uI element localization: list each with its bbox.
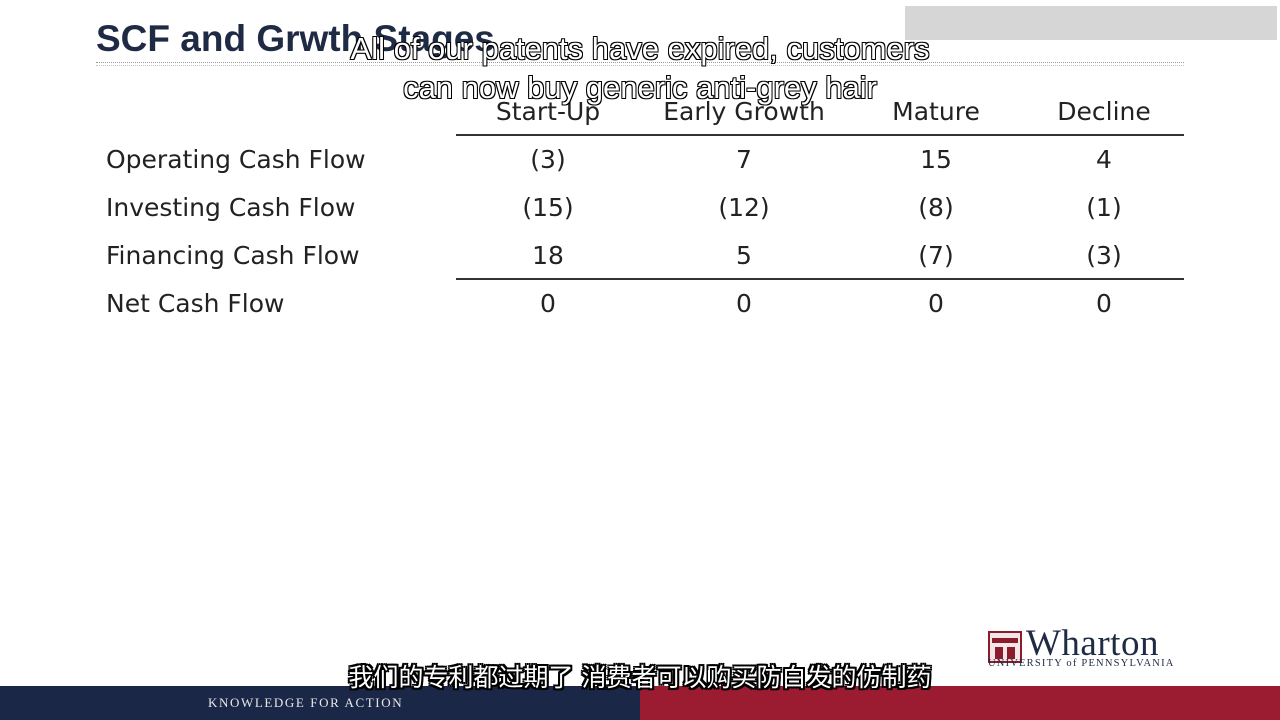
- row-label-financing: Financing Cash Flow: [106, 241, 360, 270]
- logo-subtitle: UNIVERSITY of PENNSYLVANIA: [988, 658, 1175, 669]
- table-cell: (15): [522, 193, 574, 222]
- table-cell: 0: [736, 289, 752, 318]
- slide-title-occluded: wth Stages: [299, 18, 495, 59]
- row-label-net: Net Cash Flow: [106, 289, 285, 318]
- table-cell: 0: [1096, 289, 1112, 318]
- header-rule: [456, 134, 1184, 136]
- footer-red-band: [640, 686, 1280, 720]
- total-rule: [456, 278, 1184, 280]
- logo-wordmark: Wharton: [1026, 623, 1159, 664]
- table-cell: (1): [1086, 193, 1122, 222]
- penn-shield-icon: [988, 631, 1022, 663]
- row-label-investing: Investing Cash Flow: [106, 193, 356, 222]
- table-cell: (7): [918, 241, 954, 270]
- table-cell: 0: [928, 289, 944, 318]
- wharton-logo: Wharton UNIVERSITY of PENNSYLVANIA: [988, 623, 1193, 672]
- table-cell: 4: [1096, 145, 1112, 174]
- table-cell: 15: [920, 145, 952, 174]
- row-label-operating: Operating Cash Flow: [106, 145, 366, 174]
- table-cell: 7: [736, 145, 752, 174]
- footer-tagline: KNOWLEDGE FOR ACTION: [208, 695, 404, 710]
- subtitle-english-line2: can now buy generic anti-grey hair: [402, 69, 877, 106]
- table-cell: 18: [532, 241, 564, 270]
- slide-title: SCF and Grwth Stages: [96, 18, 495, 60]
- column-header-start-up: Start-Up: [495, 97, 601, 126]
- table-cell: (3): [1086, 241, 1122, 270]
- column-header-early-growth: Early Growth: [663, 97, 825, 126]
- subtitle-english-line1: All of our patents have expired, custome…: [350, 30, 931, 67]
- column-header-decline: Decline: [1057, 97, 1151, 126]
- table-cell: (8): [918, 193, 954, 222]
- table-cell: (12): [718, 193, 770, 222]
- table-cell: (3): [530, 145, 566, 174]
- top-right-panel: [905, 6, 1277, 40]
- table-cell: 0: [540, 289, 556, 318]
- column-header-mature: Mature: [892, 97, 980, 126]
- title-divider: [96, 62, 1184, 66]
- subtitle-chinese: 我们的专利都过期了 消费者可以购买防白发的仿制药: [348, 663, 932, 692]
- table-cell: 5: [736, 241, 752, 270]
- footer-navy-band: [0, 686, 640, 720]
- slide-title-text: SCF and Gr: [96, 18, 300, 59]
